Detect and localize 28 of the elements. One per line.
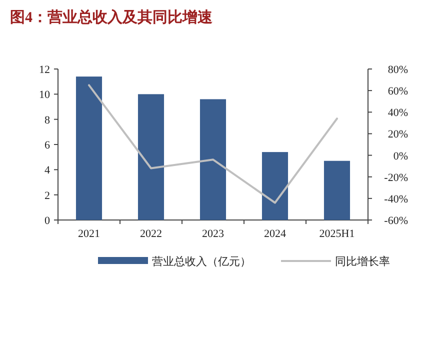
y-tick-label: 6: [44, 140, 50, 152]
y2-tick-label: 60%: [388, 86, 408, 98]
x-tick-label: 2024: [264, 228, 286, 240]
title: 图4：营业总收入及其同比增速: [10, 10, 212, 26]
y2-tick-label: 20%: [388, 128, 408, 141]
y2-tick-label: -60%: [384, 215, 408, 227]
y-tick-label: 8: [44, 114, 50, 126]
bar: [76, 76, 102, 220]
y-tick-label: 10: [39, 89, 50, 102]
y-tick-label: 2: [44, 190, 50, 202]
y2-tick-label: 0%: [393, 150, 408, 162]
y-tick-label: 4: [44, 164, 50, 177]
bar: [324, 160, 350, 220]
bar: [200, 99, 226, 220]
x-tick-label: 2025H1: [319, 228, 355, 240]
x-tick-label: 2022: [140, 228, 162, 240]
bar: [138, 94, 164, 220]
y-tick-label: 12: [39, 64, 50, 76]
y2-tick-label: -20%: [384, 172, 408, 184]
legend-label: 同比增长率: [335, 255, 390, 268]
y-tick-label: 0: [44, 215, 50, 227]
bar: [262, 152, 288, 220]
y2-tick-label: 40%: [388, 107, 408, 120]
y2-tick-label: 80%: [388, 64, 408, 76]
x-tick-label: 2021: [78, 228, 100, 240]
x-tick-label: 2023: [202, 228, 224, 240]
legend-label: 营业总收入（亿元）: [152, 255, 251, 268]
y2-tick-label: -40%: [384, 193, 408, 206]
